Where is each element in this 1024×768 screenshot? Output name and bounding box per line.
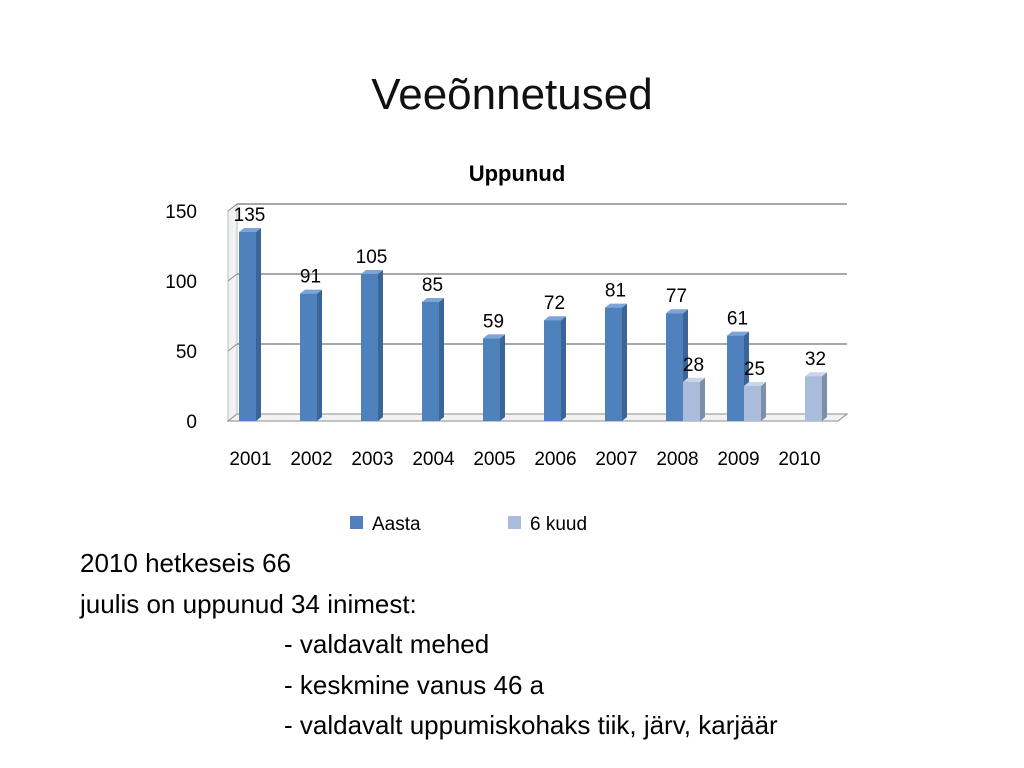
data-label: 85: [422, 275, 443, 296]
bar-top: [483, 334, 505, 339]
data-label: 105: [356, 247, 388, 268]
data-label: 59: [483, 311, 504, 332]
bar: [483, 338, 500, 421]
data-label: 135: [234, 205, 266, 226]
data-label: 25: [744, 359, 765, 380]
chart-bars: [239, 228, 827, 421]
bar-side: [256, 228, 261, 421]
x-tick-label: 2003: [351, 449, 393, 470]
x-tick-label: 2001: [229, 449, 271, 470]
x-tick-label: 2002: [290, 449, 332, 470]
chart: Uppunud 0 50 100 150 135 91 105 85 59 72 81 77 28 61…: [165, 161, 849, 535]
bar: [239, 232, 256, 421]
y-tick-label: 0: [186, 412, 197, 433]
bar-top: [666, 309, 688, 314]
bar: [361, 274, 378, 421]
gridline-side: [227, 203, 238, 212]
gridline-side: [227, 273, 238, 282]
bar: [300, 293, 317, 421]
bar: [666, 313, 683, 421]
bar-side: [561, 316, 566, 421]
bar-top: [727, 331, 749, 336]
bar-side: [500, 334, 505, 421]
x-tick-label: 2006: [534, 449, 576, 470]
data-label: 81: [605, 281, 626, 302]
slide-title: Veeõnnetused: [371, 70, 653, 119]
y-tick-label: 150: [165, 202, 197, 223]
bar: [805, 376, 822, 421]
legend-label: 6 kuud: [530, 514, 587, 535]
legend-swatch: [350, 516, 363, 529]
x-tick-label: 2008: [656, 449, 698, 470]
x-tick-label: 2007: [595, 449, 637, 470]
bar-top: [683, 377, 705, 382]
y-axis-ticks: 0 50 100 150: [165, 202, 197, 433]
body-bullet-age: - keskmine vanus 46 a: [284, 669, 545, 700]
bar-side: [439, 298, 444, 421]
body-bullet-places: - valdavalt uppumiskohaks tiik, järv, ka…: [284, 710, 778, 740]
bar-top: [361, 270, 383, 274]
bar-top: [300, 289, 322, 294]
bar-top: [544, 316, 566, 321]
data-label: 72: [544, 293, 565, 314]
bar: [727, 335, 744, 421]
bar-top: [422, 298, 444, 302]
bar-top: [744, 382, 766, 386]
x-tick-label: 2004: [412, 449, 455, 470]
bar: [422, 302, 439, 421]
legend-swatch: [508, 516, 521, 529]
body-line-status: 2010 hetkeseis 66: [80, 548, 292, 578]
bar: [683, 381, 700, 421]
data-label: 28: [683, 355, 704, 376]
x-tick-label: 2010: [778, 449, 820, 470]
gridline-side: [227, 343, 238, 352]
data-label: 77: [666, 286, 687, 307]
body-bullet-men: - valdavalt mehed: [284, 629, 490, 659]
x-tick-label: 2005: [473, 449, 515, 470]
y-tick-label: 50: [176, 342, 197, 363]
y-tick-label: 100: [165, 272, 197, 293]
bar-top: [605, 303, 627, 308]
data-labels: 135 91 105 85 59 72 81 77 28 61 25 32: [234, 205, 826, 380]
legend-label: Aasta: [372, 514, 421, 535]
bar: [605, 307, 622, 421]
data-label: 61: [727, 309, 748, 330]
bar: [744, 386, 761, 421]
bar-side: [378, 270, 383, 421]
bar-side: [317, 289, 322, 421]
chart-side-wall: [227, 202, 238, 423]
bar-top: [805, 372, 827, 377]
bar-top: [239, 228, 261, 232]
x-tick-label: 2009: [717, 449, 759, 470]
bar-side: [822, 372, 827, 421]
bar: [544, 320, 561, 421]
data-label: 32: [805, 349, 826, 370]
chart-legend: Aasta 6 kuud: [350, 514, 587, 535]
slide-body: 2010 hetkeseis 66 juulis on uppunud 34 i…: [80, 543, 980, 746]
data-label: 91: [300, 267, 321, 288]
bar-side: [761, 382, 766, 421]
chart-title: Uppunud: [469, 161, 566, 186]
body-line-july: juulis on uppunud 34 inimest:: [80, 588, 417, 619]
x-axis-ticks: 2001 2002 2003 2004 2005 2006 2007 2008 2009 2010: [229, 449, 820, 470]
bar-side: [622, 303, 627, 421]
bar-side: [700, 377, 705, 421]
